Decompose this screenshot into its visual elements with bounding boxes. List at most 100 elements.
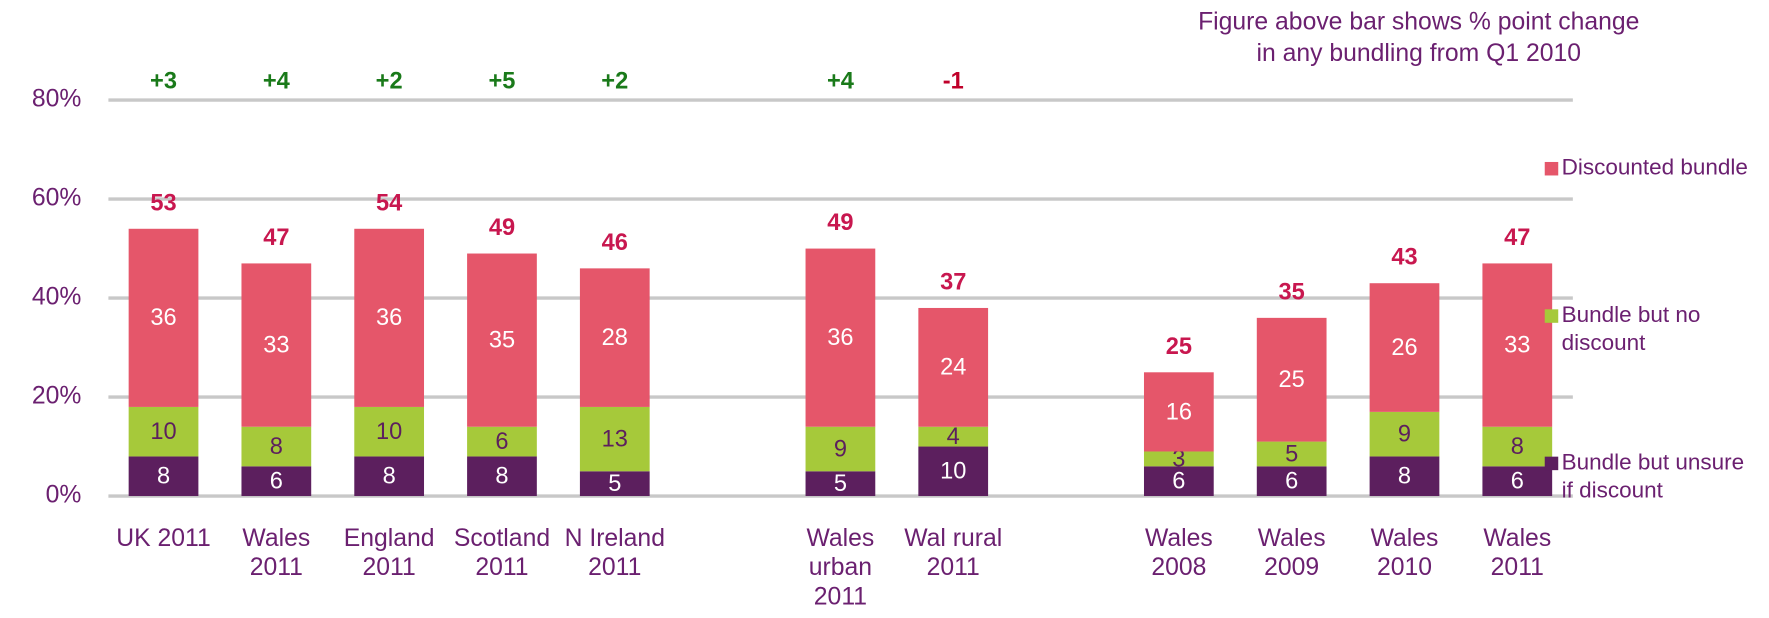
- bar-segment: [579, 406, 650, 472]
- segment-label: 36: [150, 305, 176, 331]
- segment-label: 10: [150, 419, 176, 445]
- total-label: 43: [1391, 245, 1417, 271]
- segment-label: 8: [383, 464, 396, 490]
- segment-label: 6: [495, 429, 508, 455]
- legend-swatch: [1544, 161, 1559, 176]
- bar-segment: [579, 268, 650, 407]
- y-tick-label: 80%: [32, 86, 82, 113]
- segment-label: 4: [947, 424, 960, 450]
- x-tick-label: Wales 2009: [1258, 524, 1326, 580]
- total-label: 53: [150, 190, 176, 216]
- x-tick-label: Wales 2011: [1483, 524, 1551, 580]
- bar-segment: [354, 228, 425, 407]
- bar-segment: [241, 263, 312, 427]
- segment-label: 5: [608, 471, 621, 497]
- bar-segment: [1143, 451, 1214, 467]
- bar-segment: [1256, 317, 1327, 442]
- bar-segment: [805, 248, 876, 427]
- bar-segment: [1143, 372, 1214, 452]
- segment-label: 26: [1391, 335, 1417, 361]
- bar-segment: [241, 426, 312, 467]
- bar-segment: [918, 307, 989, 427]
- bar-segment: [241, 466, 312, 497]
- segment-label: 9: [1398, 422, 1411, 448]
- segment-label: 36: [376, 305, 402, 331]
- segment-label: 9: [834, 436, 847, 462]
- change-label: +5: [489, 68, 516, 94]
- legend-label: Discounted bundle: [1562, 155, 1748, 180]
- total-label: 47: [263, 225, 289, 251]
- bar-segment: [467, 456, 537, 497]
- bar-segment: [1482, 466, 1553, 497]
- total-label: 46: [602, 230, 628, 256]
- legend-swatch: [1544, 309, 1559, 323]
- total-label: 37: [940, 269, 966, 295]
- bar-segment: [128, 406, 199, 457]
- segment-label: 3: [1172, 446, 1185, 472]
- bar-segment: [918, 426, 989, 447]
- change-label: +2: [601, 68, 628, 94]
- bar-segment: [805, 426, 876, 472]
- segment-label: 8: [1398, 464, 1411, 490]
- segment-label: 16: [1166, 399, 1192, 425]
- bar-segment: [1369, 283, 1440, 412]
- change-label: +4: [263, 68, 290, 94]
- total-label: 49: [827, 210, 853, 236]
- legend-label: Bundle but no discount: [1562, 302, 1701, 355]
- bar-segment: [354, 406, 425, 457]
- x-tick-label: Wales 2011: [242, 524, 310, 580]
- y-tick-label: 20%: [32, 383, 82, 410]
- x-tick-label: Wales 2008: [1145, 524, 1213, 580]
- segment-label: 6: [270, 469, 283, 495]
- bar-segment: [1143, 466, 1214, 497]
- x-tick-label: Wal rural 2011: [904, 524, 1002, 580]
- segment-label: 28: [602, 325, 628, 351]
- total-label: 49: [489, 215, 515, 241]
- bar-segment: [579, 471, 650, 497]
- x-tick-label: England 2011: [344, 524, 435, 580]
- y-tick-label: 60%: [32, 185, 82, 212]
- bar-segment: [1482, 263, 1553, 427]
- segment-label: 36: [827, 325, 853, 351]
- total-label: 54: [376, 190, 402, 216]
- total-label: 25: [1166, 334, 1192, 360]
- x-tick-label: Wales 2010: [1371, 524, 1439, 580]
- x-tick-label: Scotland 2011: [454, 524, 550, 580]
- segment-label: 6: [1172, 469, 1185, 495]
- segment-label: 33: [1504, 332, 1530, 358]
- legend-label: Bundle but unsure if discount: [1562, 449, 1745, 502]
- bar-segment: [128, 456, 199, 497]
- bar-segment: [128, 228, 199, 407]
- chart-note: Figure above bar shows % point change in …: [1198, 8, 1639, 66]
- bar-segment: [354, 456, 425, 497]
- x-tick-label: N Ireland 2011: [565, 524, 665, 580]
- bar-segment: [1482, 426, 1553, 467]
- segment-label: 5: [1285, 441, 1298, 467]
- segment-label: 35: [489, 327, 515, 353]
- segment-label: 8: [270, 434, 283, 460]
- change-label: -1: [943, 68, 964, 94]
- bar-segment: [1256, 466, 1327, 497]
- segment-label: 8: [1511, 434, 1524, 460]
- bar-segment: [805, 471, 876, 497]
- segment-label: 5: [834, 471, 847, 497]
- segment-label: 33: [263, 332, 289, 358]
- y-tick-label: 0%: [46, 482, 82, 509]
- legend-swatch: [1544, 456, 1559, 471]
- segment-label: 8: [495, 464, 508, 490]
- x-tick-label: UK 2011: [116, 524, 210, 551]
- change-label: +2: [376, 68, 403, 94]
- total-label: 35: [1279, 279, 1305, 305]
- segment-label: 10: [940, 459, 966, 485]
- x-tick-label: Wales urban 2011: [807, 524, 875, 609]
- segment-label: 10: [376, 419, 402, 445]
- y-tick-label: 40%: [32, 284, 82, 311]
- bar-segment: [1369, 456, 1440, 497]
- segment-label: 13: [602, 426, 628, 452]
- segment-label: 25: [1279, 367, 1305, 393]
- change-label: +3: [150, 68, 177, 94]
- total-label: 47: [1504, 225, 1530, 251]
- change-label: +4: [827, 68, 854, 94]
- segment-label: 6: [1285, 469, 1298, 495]
